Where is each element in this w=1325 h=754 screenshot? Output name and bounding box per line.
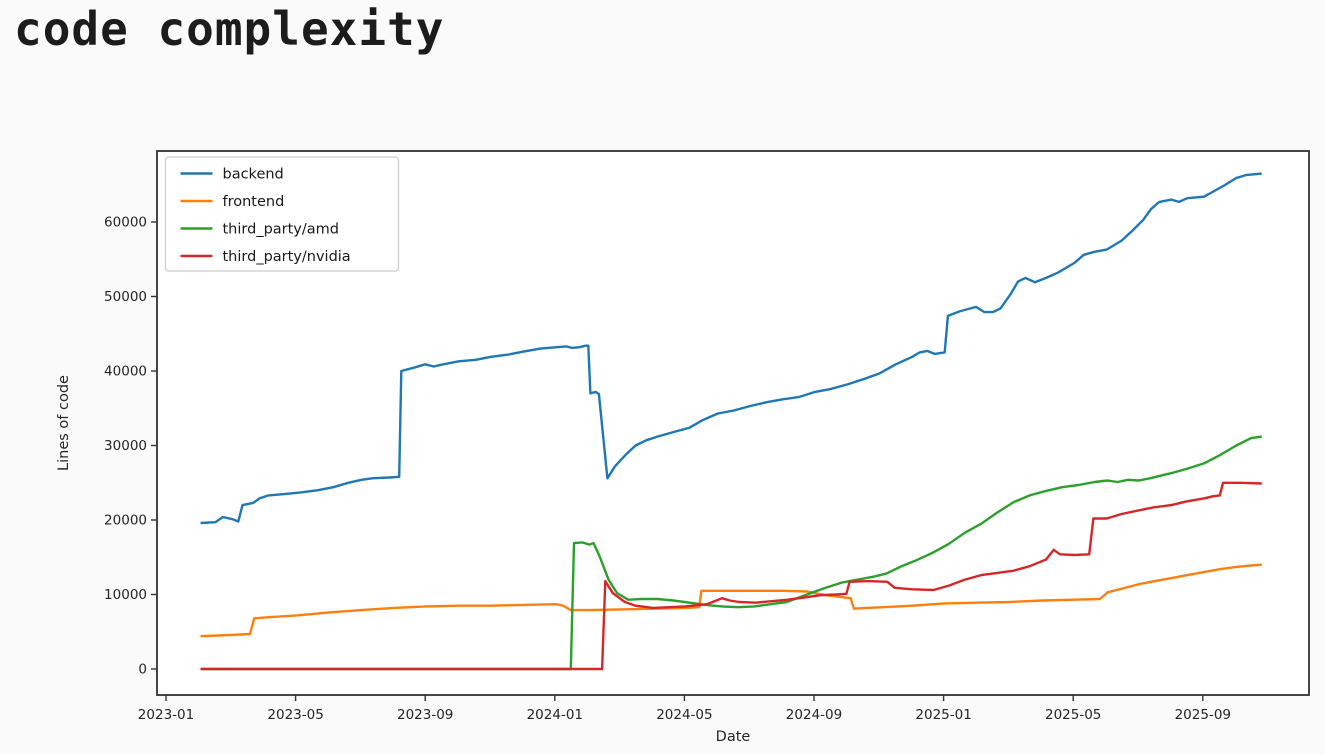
x-axis-label: Date [716,729,751,745]
series-line-third-party-nvidia [200,481,1262,671]
chart-title: code complexity [14,2,445,56]
y-tick-label: 40000 [104,364,147,380]
y-axis-label: Lines of code [56,375,72,471]
y-tick-label: 60000 [104,215,147,231]
legend: backend frontend third_party/amd third_part… [164,156,400,272]
x-tick-label: 2024-09 [786,707,842,723]
x-axis-ticks: 2023-01 2023-05 2023-09 2024-01 2024-05 2024-… [138,695,1231,723]
y-axis-ticks: 0 10000 20000 30000 40000 50000 60000 [104,215,157,678]
x-tick-label: 2025-05 [1045,707,1101,723]
x-tick-label: 2024-05 [656,707,712,723]
legend-box [164,156,400,272]
x-tick-label: 2024-01 [527,707,583,723]
axes-spines [156,150,1310,696]
legend-label-frontend: frontend [223,194,285,210]
y-tick-label: 30000 [104,438,147,454]
legend-item-frontend: frontend [180,194,285,210]
series-line-frontend [200,563,1262,638]
x-tick-label: 2023-05 [267,707,323,723]
legend-item-third-party-amd: third_party/amd [180,222,339,238]
legend-item-third-party-nvidia: third_party/nvidia [180,249,351,265]
legend-label-backend: backend [223,167,284,183]
y-tick-label: 0 [138,662,147,678]
legend-item-backend: backend [180,167,284,183]
legend-label-third-party-amd: third_party/amd [223,222,339,238]
y-tick-label: 20000 [104,513,147,529]
x-tick-label: 2025-09 [1175,707,1231,723]
x-tick-label: 2025-01 [915,707,971,723]
y-tick-label: 10000 [104,587,147,603]
x-tick-label: 2023-01 [138,707,194,723]
series-line-backend [200,172,1262,525]
legend-label-third-party-nvidia: third_party/nvidia [223,249,351,265]
x-tick-label: 2023-09 [397,707,453,723]
series-group [200,172,1262,671]
y-tick-label: 50000 [104,289,147,305]
series-line-third-party-amd [200,435,1262,671]
